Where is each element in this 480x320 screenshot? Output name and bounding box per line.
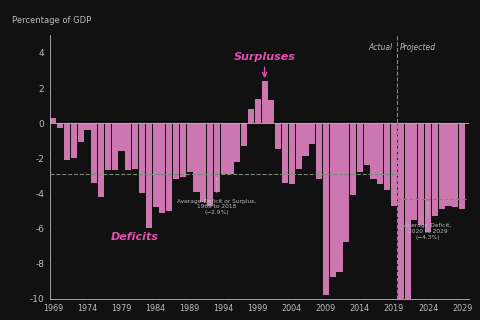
Bar	[139, 123, 145, 193]
Bar	[296, 123, 302, 169]
Bar	[221, 123, 227, 174]
Bar	[91, 123, 97, 183]
Bar	[180, 123, 186, 178]
Bar	[71, 123, 77, 158]
Bar	[248, 109, 254, 123]
Bar	[112, 123, 118, 171]
Bar	[323, 123, 329, 295]
Bar	[255, 99, 261, 123]
Bar	[452, 123, 458, 207]
Text: Average Deficit or Surplus,
1969 to 2018
(−2.9%): Average Deficit or Surplus, 1969 to 2018…	[177, 178, 256, 215]
Bar	[262, 81, 268, 123]
Bar	[200, 123, 206, 202]
Bar	[125, 123, 132, 171]
Bar	[432, 123, 438, 216]
Bar	[187, 123, 193, 172]
Bar	[153, 123, 159, 207]
Bar	[459, 123, 465, 209]
Bar	[84, 123, 91, 130]
Bar	[132, 123, 138, 169]
Bar	[146, 123, 152, 228]
Text: Average Deficit,
2020 to 2029
(−4.3%): Average Deficit, 2020 to 2029 (−4.3%)	[405, 202, 452, 240]
Bar	[411, 123, 418, 220]
Bar	[377, 123, 384, 185]
Bar	[357, 123, 363, 172]
Bar	[119, 123, 125, 151]
Bar	[50, 118, 57, 123]
Text: Percentage of GDP: Percentage of GDP	[12, 16, 92, 25]
Bar	[105, 123, 111, 171]
Bar	[425, 123, 431, 232]
Text: Surpluses: Surpluses	[234, 52, 296, 77]
Bar	[309, 123, 315, 144]
Bar	[275, 123, 281, 149]
Bar	[234, 123, 240, 162]
Bar	[173, 123, 179, 179]
Text: Actual: Actual	[369, 43, 393, 52]
Bar	[289, 123, 295, 185]
Bar	[302, 123, 309, 156]
Bar	[391, 123, 397, 205]
Bar	[330, 123, 336, 277]
Bar	[418, 123, 424, 225]
Text: Projected: Projected	[399, 43, 435, 52]
Bar	[398, 123, 404, 320]
Bar	[241, 123, 247, 146]
Bar	[343, 123, 349, 242]
Bar	[364, 123, 370, 165]
Bar	[78, 123, 84, 142]
Bar	[64, 123, 70, 160]
Text: Deficits: Deficits	[111, 232, 159, 242]
Bar	[98, 123, 104, 197]
Bar	[282, 123, 288, 183]
Bar	[371, 123, 377, 179]
Bar	[316, 123, 322, 179]
Bar	[445, 123, 452, 205]
Bar	[439, 123, 445, 209]
Bar	[207, 123, 213, 205]
Bar	[350, 123, 356, 195]
Bar	[228, 123, 234, 174]
Bar	[159, 123, 166, 212]
Bar	[57, 123, 63, 128]
Bar	[268, 100, 275, 123]
Bar	[384, 123, 390, 190]
Bar	[214, 123, 220, 191]
Bar	[336, 123, 343, 272]
Bar	[166, 123, 172, 211]
Bar	[405, 123, 411, 320]
Bar	[193, 123, 200, 191]
